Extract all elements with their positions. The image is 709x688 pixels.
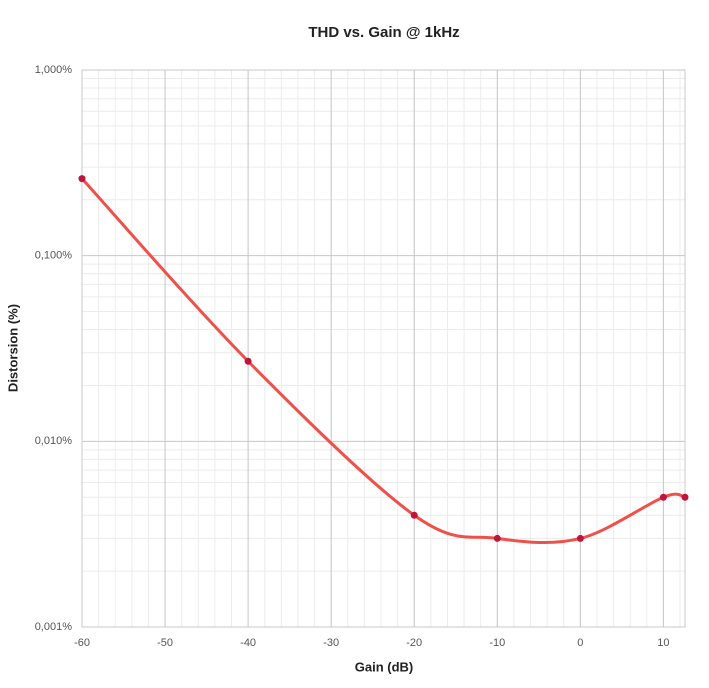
data-point — [659, 493, 667, 501]
data-line — [80, 177, 686, 544]
x-tick-label: -30 — [323, 637, 339, 649]
data-point — [493, 534, 501, 542]
x-tick-label: -50 — [157, 637, 173, 649]
data-point — [576, 534, 584, 542]
x-axis-title: Gain (dB) — [355, 659, 414, 674]
data-point — [410, 511, 418, 519]
data-point — [681, 493, 689, 501]
x-tick-label: 0 — [577, 637, 583, 649]
y-tick-label: 0,010% — [35, 435, 73, 447]
x-tick-label: -20 — [406, 637, 422, 649]
x-tick-label: -60 — [74, 637, 90, 649]
data-point — [244, 357, 252, 365]
x-tick-label: 10 — [657, 637, 669, 649]
y-tick-label: 0,100% — [35, 250, 73, 262]
plot-border — [81, 69, 686, 628]
x-tick-label: -10 — [489, 637, 505, 649]
y-tick-label: 0,001% — [35, 621, 73, 633]
chart-title: THD vs. Gain @ 1kHz — [308, 24, 459, 41]
y-tick-label: 1,000% — [35, 64, 73, 76]
data-point — [78, 175, 86, 183]
y-axis-title: Distorsion (%) — [5, 304, 20, 392]
x-tick-label: -40 — [240, 637, 256, 649]
